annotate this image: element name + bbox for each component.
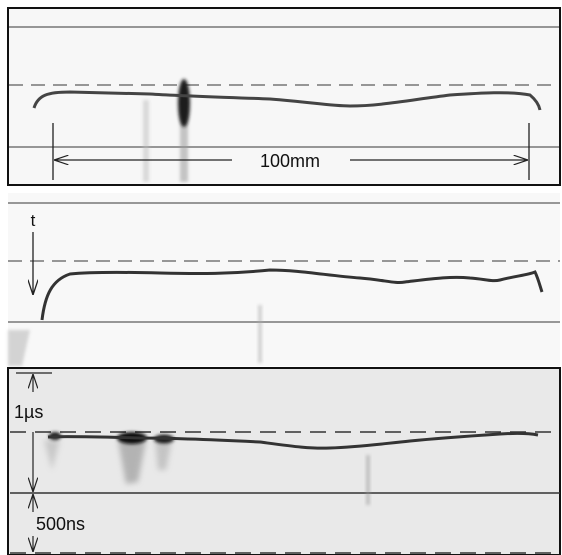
panel-3-background <box>7 367 561 555</box>
panel-1-dark-blob <box>178 79 190 127</box>
panel-2-faint-streak <box>258 305 262 363</box>
panel-1-background <box>7 7 561 186</box>
panel-2-corner-shadow <box>8 330 30 366</box>
panel-1-faint-streak <box>180 110 188 182</box>
panel-3-trace <box>47 431 539 450</box>
panel-2-background <box>8 193 560 366</box>
panel-3: 1µs 500ns <box>7 367 561 555</box>
time-label-1us: 1µs <box>14 402 43 422</box>
panel-1: 100mm <box>7 7 561 186</box>
panel-3-plume <box>44 440 60 470</box>
panel-3-faint-streak <box>366 455 370 505</box>
panel-1-faint-streak <box>143 100 149 182</box>
panel-3-plume <box>118 440 146 484</box>
panel-2: t <box>8 193 560 366</box>
scale-label: 100mm <box>260 151 320 171</box>
panel-1-trace <box>32 90 542 111</box>
time-label-500ns: 500ns <box>36 514 85 534</box>
panel-2-trace <box>40 268 544 321</box>
time-axis-label: t <box>31 211 36 230</box>
panel-3-plume <box>155 440 172 470</box>
